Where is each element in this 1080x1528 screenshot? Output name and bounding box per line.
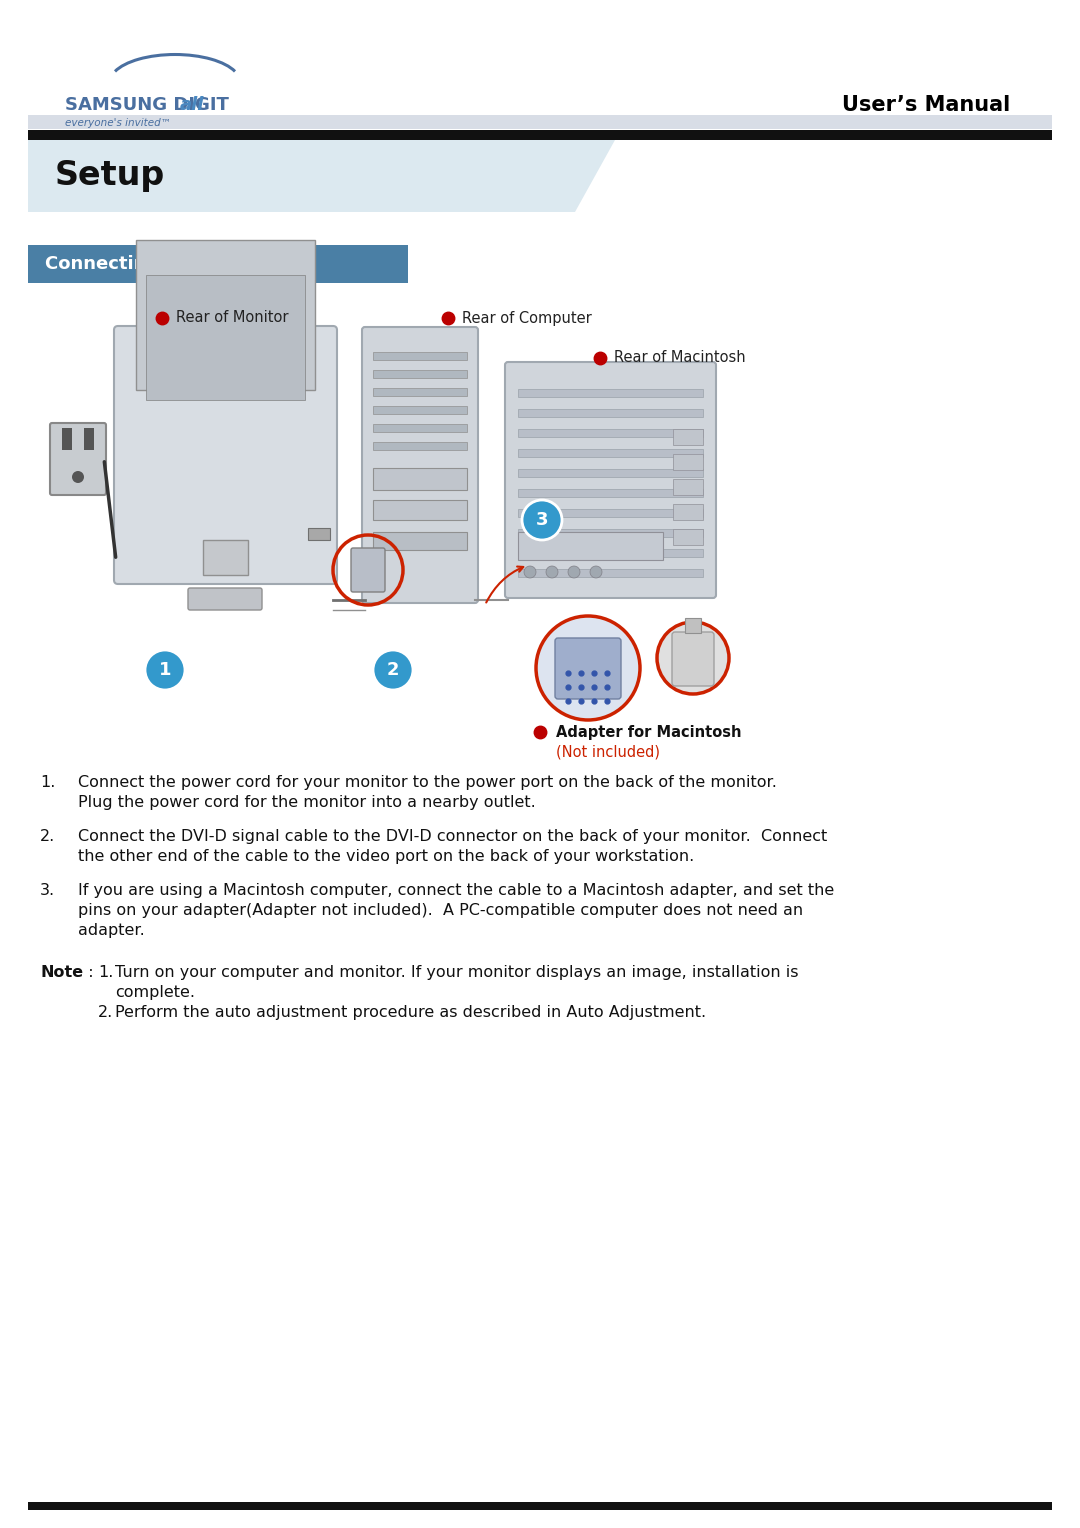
Bar (673, 429, 703, 445)
Text: Turn on your computer and monitor. If your monitor displays an image, installati: Turn on your computer and monitor. If yo… (114, 966, 798, 979)
Bar (373, 370, 467, 377)
Bar (373, 468, 467, 490)
Bar (673, 529, 703, 545)
Bar (673, 454, 703, 471)
Text: SAMSUNG DIGIT: SAMSUNG DIGIT (65, 96, 229, 115)
Bar (518, 390, 703, 397)
Text: the other end of the cable to the video port on the back of your workstation.: the other end of the cable to the video … (78, 850, 694, 863)
Text: 3.: 3. (40, 883, 55, 898)
Bar (518, 410, 703, 417)
Text: Note: Note (40, 966, 83, 979)
Circle shape (524, 565, 536, 578)
FancyBboxPatch shape (505, 362, 716, 597)
Bar (84, 428, 94, 451)
Bar (146, 275, 305, 400)
Text: 2.: 2. (40, 830, 55, 843)
FancyBboxPatch shape (50, 423, 106, 495)
Circle shape (72, 471, 84, 483)
Circle shape (568, 565, 580, 578)
Bar (673, 478, 703, 495)
Bar (373, 532, 467, 550)
Text: 1.: 1. (98, 966, 113, 979)
Circle shape (657, 622, 729, 694)
Text: everyone's invited™: everyone's invited™ (65, 118, 171, 128)
Text: Connect the DVI-D signal cable to the DVI-D connector on the back of your monito: Connect the DVI-D signal cable to the DV… (78, 830, 827, 843)
Text: 1: 1 (159, 662, 172, 678)
Text: Connecting Your Monitor: Connecting Your Monitor (45, 255, 296, 274)
Bar (28, 1502, 1052, 1510)
Bar (518, 532, 663, 559)
FancyBboxPatch shape (555, 639, 621, 698)
FancyBboxPatch shape (188, 588, 262, 610)
Bar (308, 529, 330, 539)
Bar (373, 351, 467, 361)
Bar (518, 568, 703, 578)
Text: Rear of Monitor: Rear of Monitor (176, 310, 288, 325)
Text: 2: 2 (387, 662, 400, 678)
Bar (28, 244, 408, 283)
Text: adapter.: adapter. (78, 923, 145, 938)
Text: :: : (78, 966, 104, 979)
Bar (518, 489, 703, 497)
Bar (136, 240, 315, 390)
Text: (Not included): (Not included) (556, 744, 660, 759)
Bar (62, 428, 72, 451)
Bar (28, 130, 1052, 141)
Bar (518, 429, 703, 437)
Text: Setup: Setup (55, 159, 165, 193)
FancyBboxPatch shape (672, 633, 714, 686)
Bar (685, 617, 701, 633)
FancyBboxPatch shape (362, 327, 478, 604)
Bar (28, 141, 1052, 212)
Bar (203, 539, 248, 575)
Bar (673, 504, 703, 520)
Circle shape (373, 649, 413, 691)
FancyBboxPatch shape (351, 549, 384, 591)
Bar (373, 442, 467, 451)
Circle shape (536, 616, 640, 720)
Bar (518, 469, 703, 477)
Bar (518, 509, 703, 516)
Text: User’s Manual: User’s Manual (841, 95, 1010, 115)
Circle shape (145, 649, 185, 691)
Text: If you are using a Macintosh computer, connect the cable to a Macintosh adapter,: If you are using a Macintosh computer, c… (78, 883, 834, 898)
Text: Plug the power cord for the monitor into a nearby outlet.: Plug the power cord for the monitor into… (78, 795, 536, 810)
Bar (518, 529, 703, 536)
Bar (518, 549, 703, 558)
Circle shape (546, 565, 558, 578)
Bar (518, 449, 703, 457)
Text: all: all (180, 96, 204, 115)
Bar (28, 115, 1052, 128)
Bar (373, 388, 467, 396)
Text: pins on your adapter(Adapter not included).  A PC-compatible computer does not n: pins on your adapter(Adapter not include… (78, 903, 804, 918)
Bar (373, 423, 467, 432)
FancyBboxPatch shape (114, 325, 337, 584)
Text: Connect the power cord for your monitor to the power port on the back of the mon: Connect the power cord for your monitor … (78, 775, 777, 790)
Bar (373, 406, 467, 414)
Bar (373, 500, 467, 520)
Polygon shape (575, 141, 1052, 212)
Text: Rear of Macintosh: Rear of Macintosh (615, 350, 745, 365)
Text: Adapter for Macintosh: Adapter for Macintosh (556, 724, 742, 740)
Circle shape (522, 500, 562, 539)
Text: 2.: 2. (98, 1005, 113, 1021)
Text: 1.: 1. (40, 775, 55, 790)
Text: 3: 3 (536, 510, 549, 529)
Circle shape (590, 565, 602, 578)
Text: complete.: complete. (114, 986, 195, 999)
Text: Perform the auto adjustment procedure as described in Auto Adjustment.: Perform the auto adjustment procedure as… (114, 1005, 706, 1021)
Text: Rear of Computer: Rear of Computer (462, 310, 592, 325)
